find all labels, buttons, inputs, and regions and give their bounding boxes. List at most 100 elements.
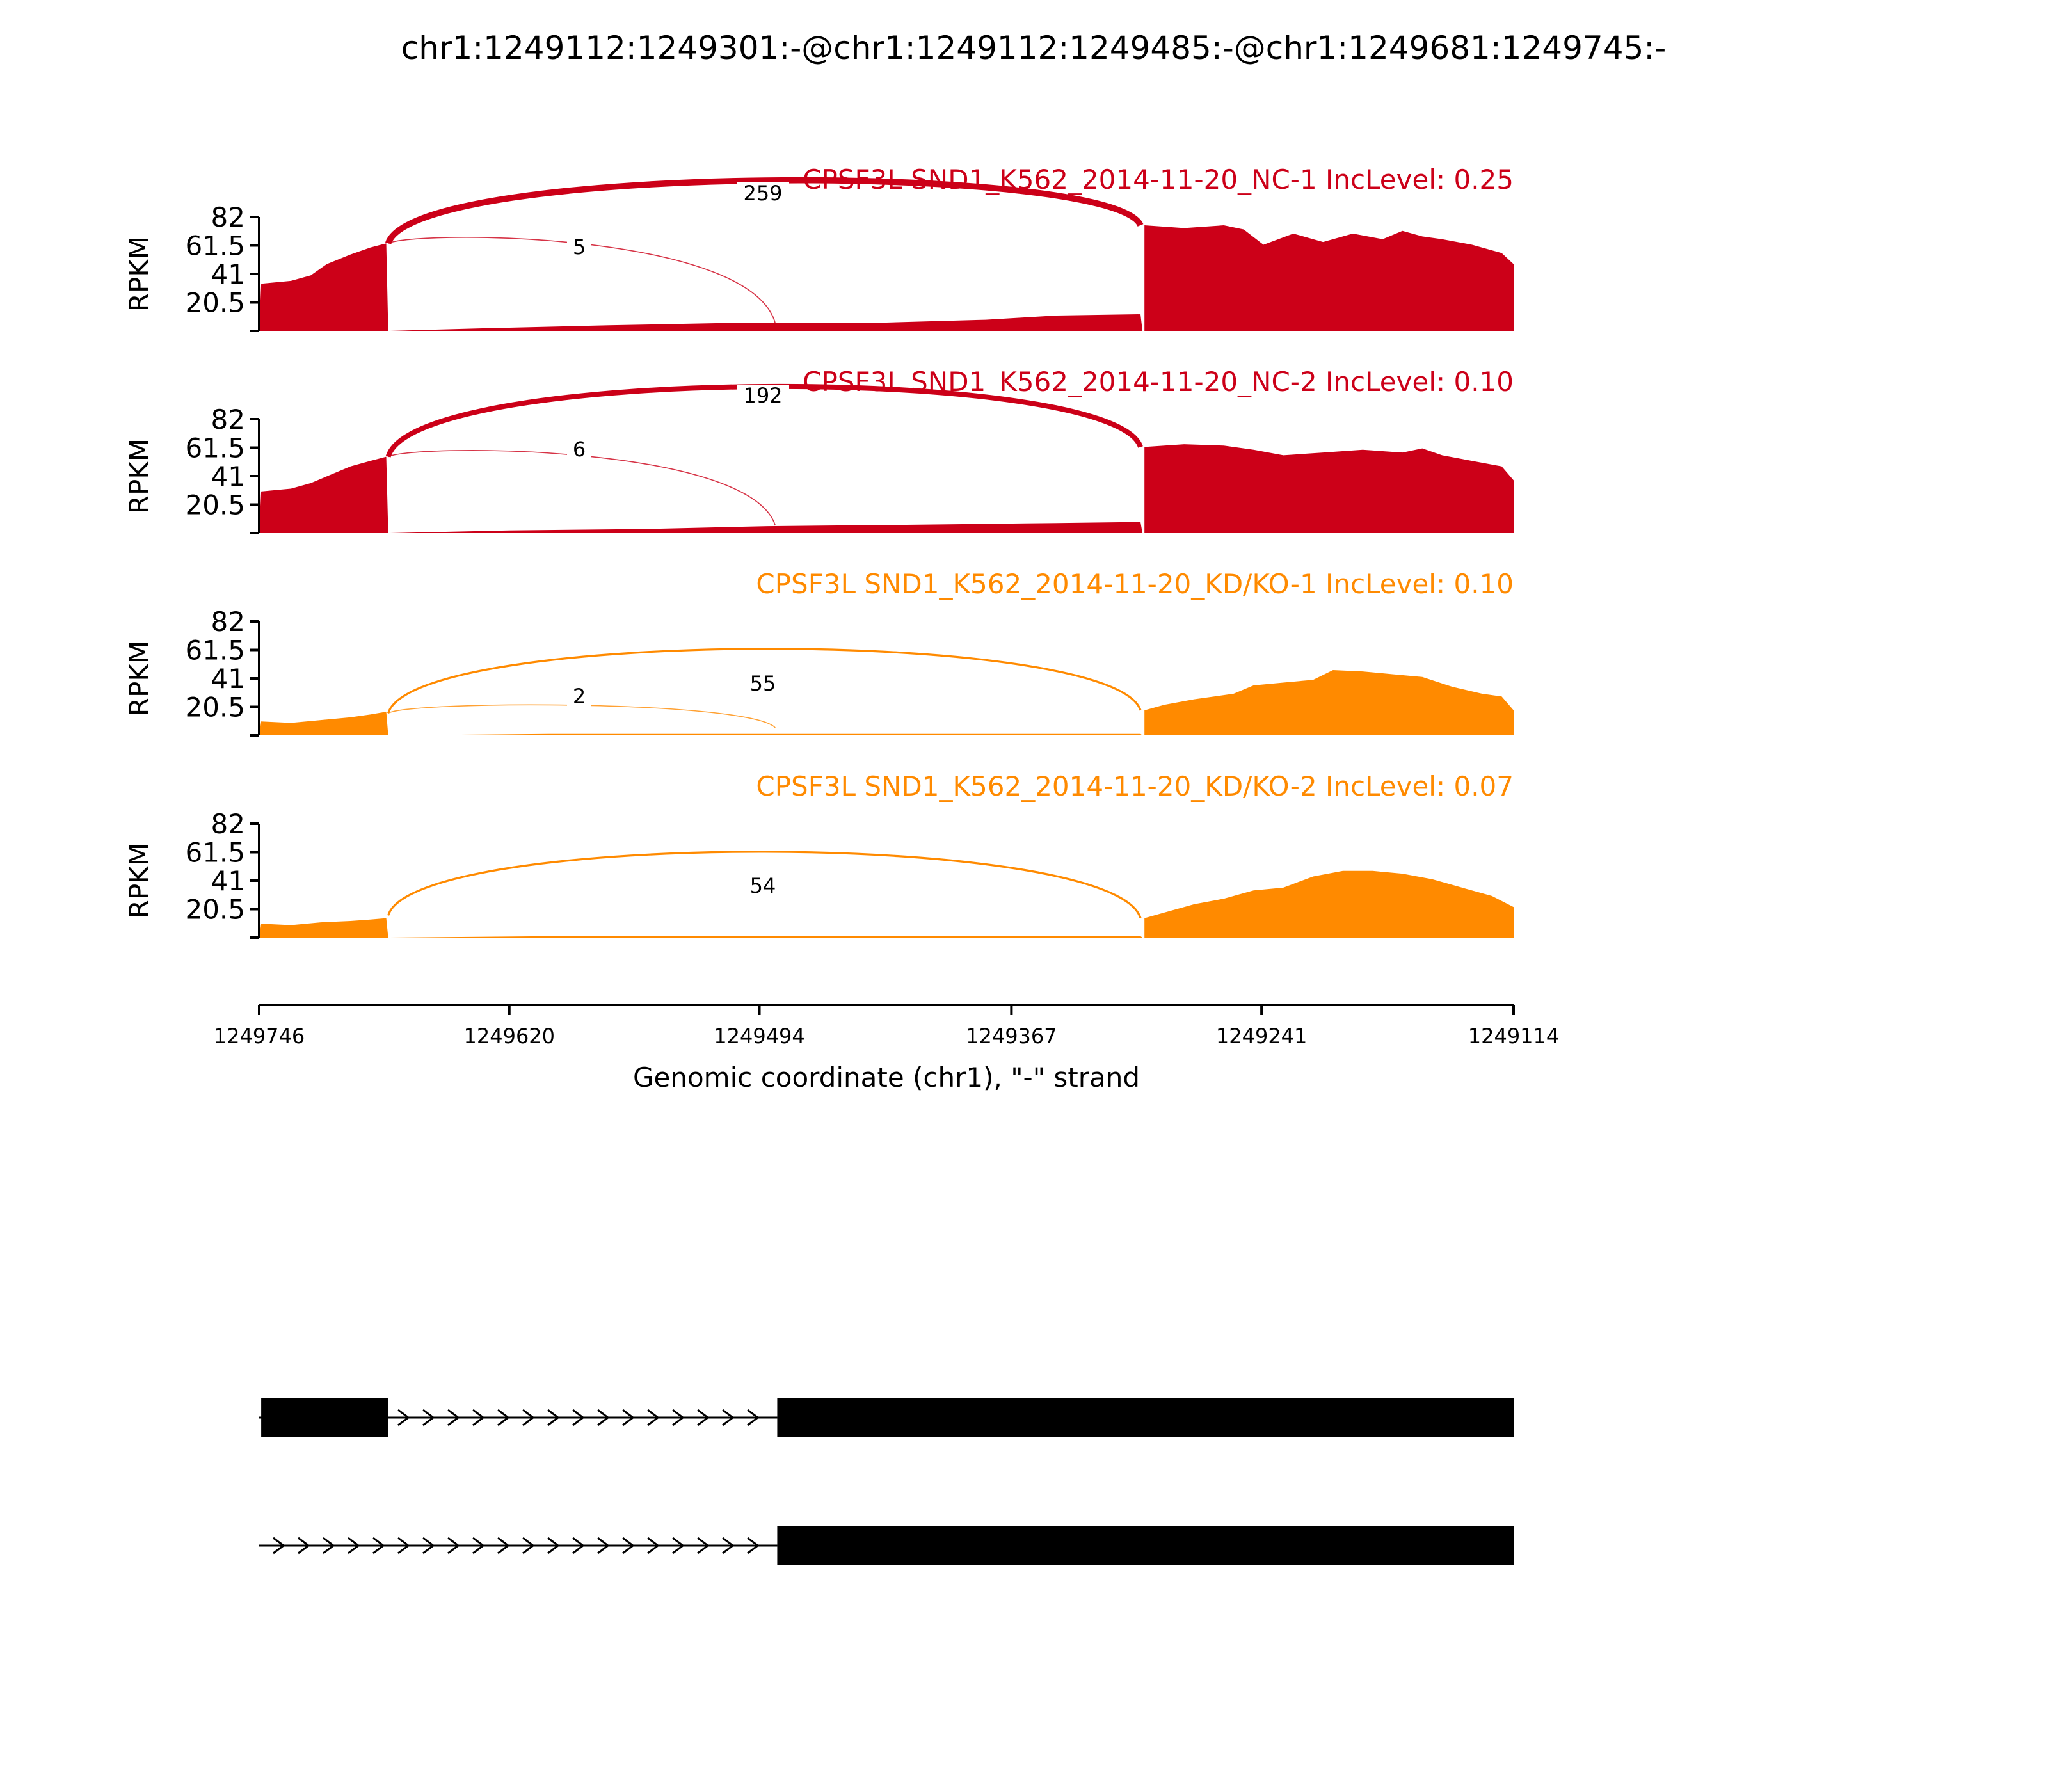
coverage-area	[259, 670, 1514, 735]
x-tick-label: 1249620	[464, 1024, 556, 1048]
plot-title: chr1:1249112:1249301:-@chr1:1249112:1249…	[401, 29, 1666, 67]
y-tick-label: 20.5	[185, 692, 245, 723]
strand-arrow	[372, 1537, 385, 1555]
strand-arrow	[397, 1537, 410, 1555]
strand-arrow	[447, 1537, 460, 1555]
strand-arrow	[622, 1537, 635, 1555]
y-tick-label: 82	[211, 808, 245, 840]
strand-arrow	[672, 1537, 685, 1555]
strand-arrow	[497, 1409, 510, 1427]
y-tick-label: 61.5	[185, 635, 245, 666]
strand-arrow	[647, 1537, 660, 1555]
strand-arrow	[273, 1537, 285, 1555]
strand-arrow	[672, 1409, 685, 1427]
isoform-track	[259, 1398, 1514, 1565]
strand-arrow	[622, 1409, 635, 1427]
y-axis-label: RPKM	[124, 236, 155, 312]
panel-label: CPSF3L SND1_K562_2014-11-20_NC-1 IncLeve…	[803, 164, 1514, 195]
junction-label-box	[567, 438, 591, 461]
x-tick-label: 1249367	[966, 1024, 1057, 1048]
y-tick-label: 82	[211, 202, 245, 233]
isoform-row	[259, 1526, 1514, 1565]
strand-arrow	[722, 1409, 735, 1427]
strand-arrow	[522, 1409, 535, 1427]
junction-arc	[385, 177, 1144, 245]
junction-arc	[388, 450, 776, 526]
strand-arrow	[348, 1537, 360, 1555]
strand-arrow	[547, 1409, 560, 1427]
x-tick-label: 1249746	[214, 1024, 305, 1048]
y-axis-label: RPKM	[124, 641, 155, 716]
junction-label: 5	[573, 235, 586, 259]
exon-block	[777, 1398, 1514, 1437]
junction-label-box	[567, 236, 591, 259]
strand-arrow	[747, 1409, 760, 1427]
panel-label: CPSF3L SND1_K562_2014-11-20_KD/KO-1 IncL…	[756, 568, 1514, 600]
y-tick-label: 41	[211, 259, 245, 290]
y-tick-label: 82	[211, 404, 245, 435]
strand-arrow	[722, 1537, 735, 1555]
junction-label-box	[567, 685, 591, 708]
exon-block	[777, 1526, 1514, 1565]
strand-arrow	[572, 1409, 585, 1427]
junction-label: 2	[573, 684, 586, 708]
y-tick-label: 82	[211, 606, 245, 637]
strand-arrow	[422, 1409, 435, 1427]
y-tick-label: 61.5	[185, 433, 245, 464]
strand-arrow	[447, 1409, 460, 1427]
junction-label-box	[744, 673, 782, 696]
panel-label: CPSF3L SND1_K562_2014-11-20_KD/KO-2 IncL…	[756, 771, 1514, 802]
y-axis-label: RPKM	[124, 843, 155, 918]
y-tick-label: 20.5	[185, 490, 245, 521]
junction-label: 6	[573, 437, 586, 461]
strand-arrow	[497, 1537, 510, 1555]
y-tick-label: 61.5	[185, 230, 245, 262]
strand-arrow	[697, 1409, 710, 1427]
junction-label: 55	[750, 671, 776, 696]
y-tick-label: 20.5	[185, 894, 245, 925]
exon-block	[261, 1398, 388, 1437]
strand-arrow	[597, 1537, 610, 1555]
junction-label-box	[744, 875, 782, 898]
panel-label: CPSF3L SND1_K562_2014-11-20_NC-2 IncLeve…	[803, 366, 1514, 397]
strand-arrow	[323, 1537, 335, 1555]
junction-arc	[387, 648, 1142, 714]
junction-arc	[387, 851, 1142, 919]
strand-arrow	[547, 1537, 560, 1555]
junction-label: 192	[743, 383, 782, 408]
strand-arrow	[298, 1537, 310, 1555]
strand-arrow	[697, 1537, 710, 1555]
coverage-area	[259, 225, 1514, 331]
y-tick-label: 41	[211, 865, 245, 897]
coverage-area	[259, 444, 1514, 533]
strand-arrow	[422, 1537, 435, 1555]
x-axis-label: Genomic coordinate (chr1), "-" strand	[633, 1062, 1140, 1093]
strand-arrow	[647, 1409, 660, 1427]
strand-arrow	[747, 1537, 760, 1555]
x-tick-label: 1249114	[1468, 1024, 1560, 1048]
strand-arrow	[522, 1537, 535, 1555]
y-tick-label: 20.5	[185, 287, 245, 319]
strand-arrow	[397, 1409, 410, 1427]
y-tick-label: 61.5	[185, 837, 245, 868]
isoform-row	[259, 1398, 1514, 1437]
junction-label-box	[737, 182, 789, 205]
y-tick-label: 41	[211, 461, 245, 492]
y-tick-label: 41	[211, 663, 245, 694]
x-tick-label: 1249241	[1216, 1024, 1308, 1048]
coverage-area	[259, 870, 1514, 938]
junction-label: 54	[750, 874, 776, 898]
strand-arrow	[472, 1537, 485, 1555]
strand-arrow	[572, 1537, 585, 1555]
strand-arrow	[472, 1409, 485, 1427]
strand-arrow	[597, 1409, 610, 1427]
y-axis-label: RPKM	[124, 438, 155, 514]
x-axis: Genomic coordinate (chr1), "-" strand 12…	[214, 1004, 1560, 1093]
junction-label-box	[737, 385, 789, 408]
